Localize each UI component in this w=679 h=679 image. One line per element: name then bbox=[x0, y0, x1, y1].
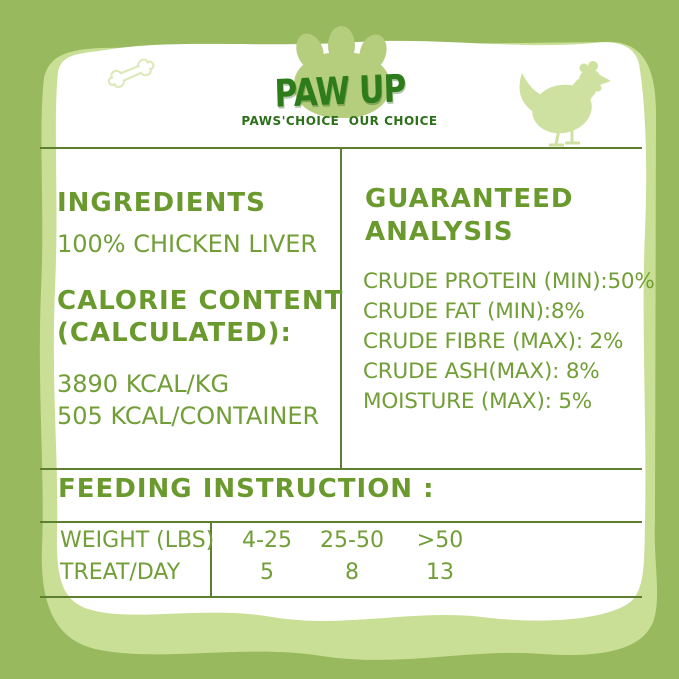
analysis-item-ash: CRUDE ASH(MAX): 8% bbox=[363, 359, 600, 384]
divider-columns bbox=[340, 147, 342, 468]
feeding-table-bottom-rule bbox=[40, 596, 642, 598]
calorie-heading-line2: (CALCULATED): bbox=[57, 318, 292, 348]
analysis-heading-line1: GUARANTEED bbox=[365, 184, 574, 214]
feeding-heading: FEEDING INSTRUCTION : bbox=[58, 474, 435, 504]
brand-tagline: PAWS'CHOICE OUR CHOICE bbox=[241, 114, 438, 128]
feeding-table-top-rule bbox=[40, 521, 642, 523]
chicken-icon bbox=[519, 61, 611, 147]
treat-row-label: TREAT/DAY bbox=[60, 560, 181, 585]
feeding-table-column-rule bbox=[210, 521, 212, 598]
brand-name: PAW UP bbox=[273, 66, 406, 116]
calorie-values: 3890 KCAL/KG 505 KCAL/CONTAINER bbox=[57, 368, 319, 432]
divider-bottom-of-columns bbox=[40, 468, 642, 470]
weight-range-2: 25-50 bbox=[320, 528, 384, 553]
analysis-heading-line2: ANALYSIS bbox=[365, 217, 514, 247]
analysis-item-protein: CRUDE PROTEIN (MIN):50% bbox=[363, 269, 655, 294]
analysis-item-moisture: MOISTURE (MAX): 5% bbox=[363, 389, 593, 414]
bone-icon bbox=[107, 58, 155, 89]
treat-count-2: 8 bbox=[345, 560, 359, 585]
analysis-heading: GUARANTEED ANALYSIS bbox=[365, 183, 574, 249]
analysis-item-fibre: CRUDE FIBRE (MAX): 2% bbox=[363, 329, 624, 354]
treat-count-3: 13 bbox=[426, 560, 454, 585]
ingredients-heading: INGREDIENTS bbox=[57, 188, 266, 218]
weight-range-3: >50 bbox=[416, 528, 464, 553]
weight-row-label: WEIGHT (LBS) bbox=[60, 528, 215, 553]
paw-icon bbox=[294, 52, 390, 118]
calorie-heading: CALORIE CONTENT (CALCULATED): bbox=[57, 285, 343, 349]
weight-range-1: 4-25 bbox=[242, 528, 292, 553]
analysis-items: CRUDE PROTEIN (MIN):50% CRUDE FAT (MIN):… bbox=[363, 267, 655, 417]
calorie-heading-line1: CALORIE CONTENT bbox=[57, 286, 344, 316]
calorie-value-container: 505 KCAL/CONTAINER bbox=[57, 402, 320, 430]
analysis-item-fat: CRUDE FAT (MIN):8% bbox=[363, 299, 585, 324]
ingredients-value: 100% CHICKEN LIVER bbox=[57, 230, 318, 258]
calorie-value-kg: 3890 KCAL/KG bbox=[57, 370, 230, 398]
treat-count-1: 5 bbox=[260, 560, 274, 585]
